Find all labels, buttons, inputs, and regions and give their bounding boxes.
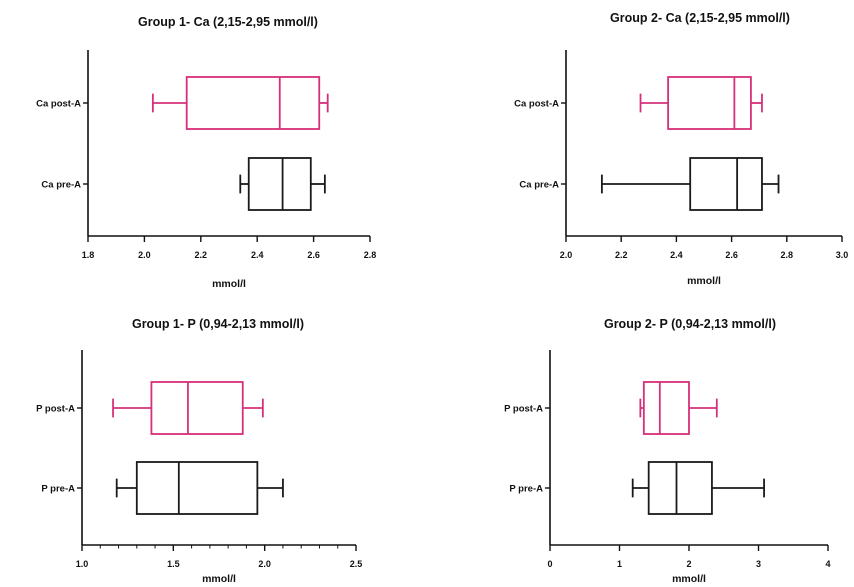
category-label: P pre-A <box>509 484 543 495</box>
iqr-box <box>135 461 259 515</box>
x-tick-label: 2.4 <box>670 250 683 260</box>
x-axis-title: mmol/l <box>212 278 246 290</box>
panel-title: Group 1- Ca (2,15-2,95 mmol/l) <box>138 15 318 29</box>
x-tick-label: 1.0 <box>76 559 89 569</box>
x-tick-label: 2.0 <box>560 250 573 260</box>
category-label: Ca post-A <box>514 99 559 110</box>
x-axis-title: mmol/l <box>687 275 721 287</box>
x-tick-label: 2.5 <box>350 559 363 569</box>
iqr-box <box>647 461 713 515</box>
iqr-box <box>185 76 321 130</box>
x-tick-label: 2.2 <box>195 250 208 260</box>
category-label: P pre-A <box>41 484 75 495</box>
category-label: P post-A <box>504 404 543 415</box>
x-tick-label: 2.8 <box>781 250 794 260</box>
category-label: Ca post-A <box>36 99 81 110</box>
x-tick-label: 1.8 <box>82 250 95 260</box>
x-tick-label: 2.4 <box>251 250 264 260</box>
x-tick-label: 4 <box>825 559 830 569</box>
category-label: P post-A <box>36 404 75 415</box>
panel-title: Group 2- Ca (2,15-2,95 mmol/l) <box>610 11 790 25</box>
iqr-box <box>247 157 312 211</box>
panel-title: Group 1- P (0,94-2,13 mmol/l) <box>132 317 304 331</box>
category-label: Ca pre-A <box>41 180 81 191</box>
x-tick-label: 2.8 <box>364 250 377 260</box>
x-tick-label: 2.2 <box>615 250 628 260</box>
panel-title: Group 2- P (0,94-2,13 mmol/l) <box>604 317 776 331</box>
x-axis-title: mmol/l <box>672 573 706 585</box>
iqr-box <box>667 76 752 130</box>
x-tick-label: 2.0 <box>258 559 271 569</box>
x-tick-label: 2.6 <box>307 250 320 260</box>
x-tick-label: 2 <box>686 559 691 569</box>
x-tick-label: 1 <box>617 559 622 569</box>
x-axis-title: mmol/l <box>202 573 236 585</box>
x-tick-label: 0 <box>547 559 552 569</box>
x-tick-label: 2.0 <box>138 250 151 260</box>
x-tick-label: 3 <box>756 559 761 569</box>
iqr-box <box>642 381 690 435</box>
category-label: Ca pre-A <box>519 180 559 191</box>
x-tick-label: 1.5 <box>167 559 180 569</box>
x-tick-label: 3.0 <box>836 250 849 260</box>
iqr-box <box>150 381 244 435</box>
x-tick-label: 2.6 <box>725 250 738 260</box>
iqr-box <box>689 157 763 211</box>
